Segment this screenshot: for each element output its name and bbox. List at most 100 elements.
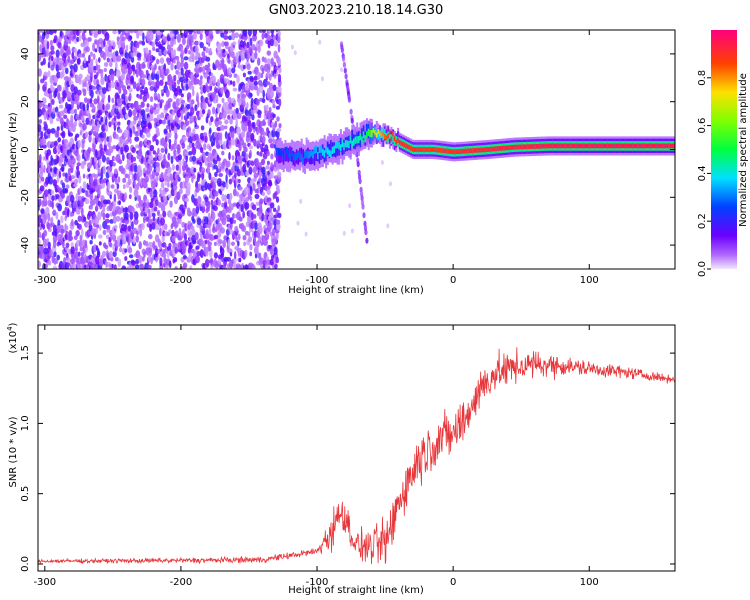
noise-cell	[124, 212, 129, 221]
noise-cell	[38, 100, 43, 109]
noise-cell	[161, 119, 166, 125]
noise-cell	[237, 93, 241, 99]
noise-cell	[196, 30, 201, 35]
noise-cell	[268, 106, 272, 113]
noise-cell	[76, 162, 82, 167]
noise-cell	[78, 53, 83, 58]
noise-cell	[261, 191, 265, 197]
noise-cell	[147, 122, 152, 129]
noise-cell	[208, 172, 212, 181]
noise-cell	[47, 70, 51, 78]
noise-cell	[208, 145, 212, 152]
noise-cell	[104, 32, 110, 41]
noise-cell	[124, 30, 129, 34]
noise-cell	[203, 143, 207, 151]
noise-cell	[224, 125, 228, 130]
noise-cell	[248, 166, 253, 175]
colorbar-gradient	[711, 30, 737, 269]
noise-cell	[83, 97, 88, 103]
noise-cell	[86, 74, 90, 82]
noise-cell	[116, 183, 120, 190]
noise-cell	[57, 219, 61, 226]
noise-cell	[69, 146, 73, 153]
noise-cell	[228, 178, 233, 185]
noise-cell	[233, 99, 236, 106]
noise-cell	[155, 174, 159, 183]
noise-cell	[108, 146, 114, 154]
noise-cell	[184, 197, 190, 203]
noise-cell	[232, 87, 238, 92]
noise-cell	[225, 89, 230, 99]
noise-cell	[111, 97, 115, 104]
noise-cell	[98, 86, 103, 91]
noise-cell	[89, 97, 93, 104]
noise-cell	[93, 78, 97, 86]
noise-cell	[186, 207, 191, 214]
noise-cell	[167, 166, 172, 173]
noise-cell	[117, 258, 122, 268]
noise-cell	[169, 200, 173, 208]
noise-cell	[74, 219, 78, 226]
noise-cell	[113, 115, 117, 121]
noise-cell	[57, 203, 62, 212]
noise-cell	[250, 160, 255, 167]
noise-cell	[50, 45, 55, 51]
noise-cell	[84, 39, 89, 48]
y-tick-label: 0.5	[20, 486, 31, 502]
noise-cell	[135, 264, 140, 269]
noise-cell	[277, 57, 281, 67]
noise-cell	[64, 172, 68, 179]
noise-cell	[141, 155, 144, 164]
noise-cell	[78, 73, 83, 80]
noise-cell	[48, 92, 53, 100]
noise-cell	[58, 170, 62, 179]
noise-cell	[73, 251, 79, 259]
noise-cell	[147, 208, 151, 215]
noise-cell	[78, 174, 82, 184]
noise-cell	[109, 135, 112, 144]
noise-cell	[149, 201, 154, 208]
noise-cell	[162, 210, 167, 218]
noise-cell	[131, 260, 137, 266]
noise-cell	[212, 181, 217, 191]
noise-cell	[262, 89, 266, 99]
noise-cell	[252, 30, 258, 37]
noise-cell	[242, 235, 247, 241]
noise-cell	[173, 81, 177, 89]
noise-cell	[267, 179, 273, 186]
dispersion-cell	[343, 67, 347, 74]
noise-cell	[140, 265, 145, 269]
noise-cell	[127, 247, 133, 254]
noise-cell	[38, 108, 43, 117]
noise-cell	[74, 47, 77, 53]
noise-cell	[260, 158, 266, 166]
noise-cell	[228, 152, 231, 161]
noise-cell	[57, 137, 62, 143]
noise-cell	[92, 105, 96, 112]
noise-cell	[152, 46, 156, 51]
noise-cell	[212, 205, 218, 212]
noise-cell	[242, 225, 246, 233]
noise-cell	[273, 40, 279, 47]
noise-cell	[39, 167, 44, 175]
noise-cell	[62, 172, 66, 177]
noise-cell	[168, 139, 172, 144]
noise-cell	[208, 47, 212, 54]
noise-cell	[191, 146, 197, 156]
noise-cell	[92, 42, 96, 52]
noise-cell	[259, 39, 264, 47]
noise-cell	[158, 240, 163, 250]
noise-cell	[204, 258, 210, 268]
noise-cell	[55, 63, 60, 72]
noise-cell	[160, 217, 165, 226]
noise-cell	[168, 100, 171, 109]
noise-cell	[272, 113, 276, 118]
noise-cell	[71, 51, 75, 60]
noise-cell	[200, 30, 203, 35]
noise-cell	[115, 61, 118, 70]
noise-cell	[232, 202, 237, 207]
noise-cell	[131, 64, 136, 72]
noise-cell	[111, 263, 114, 269]
